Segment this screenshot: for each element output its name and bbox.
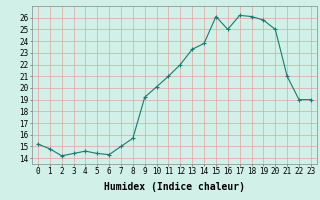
X-axis label: Humidex (Indice chaleur): Humidex (Indice chaleur): [104, 182, 245, 192]
